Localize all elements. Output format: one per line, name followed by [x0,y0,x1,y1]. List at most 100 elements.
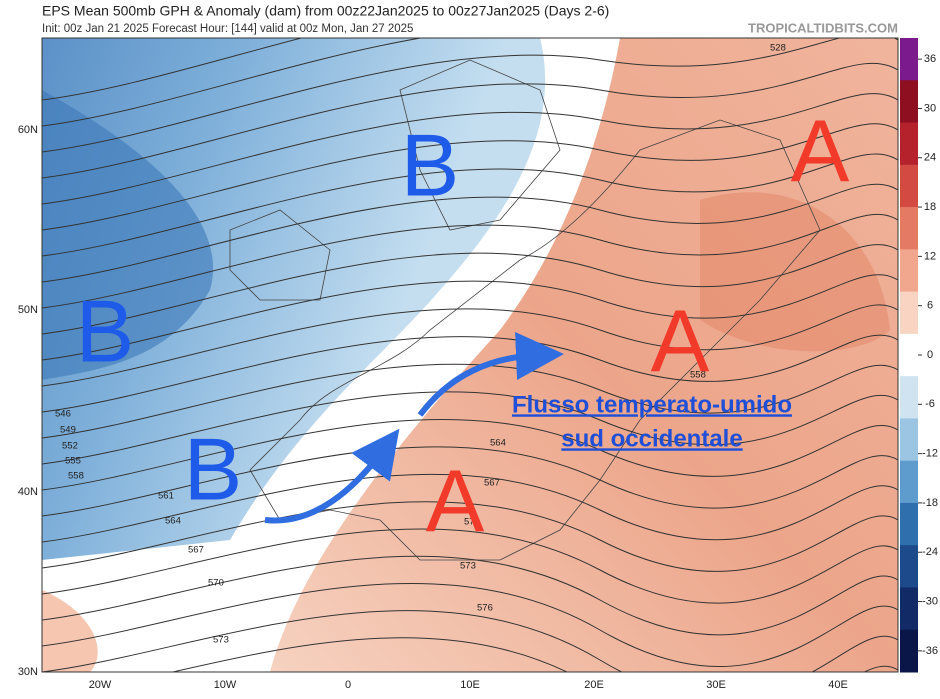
lon-label: 10E [460,679,480,691]
contour-line [42,38,898,153]
flow-arrow [264,428,400,524]
contour-label: 558 [690,370,706,381]
contour-line [42,244,898,335]
contour-label: 567 [188,545,204,556]
contour-label: 576 [477,603,493,614]
lat-label: 60N [18,124,38,136]
lat-label: 30N [18,666,38,678]
contour-line [42,38,424,127]
annotation: Flusso temperato-umido [512,391,792,418]
labels: 60N 50N 40N 30N 20W 10W 0 10E 20E 30E 40E 528 546 549… [18,38,938,691]
contour-line [42,304,898,387]
annotation: sud occidentale [561,425,742,452]
pressure-center: B [184,419,243,518]
land-outline [399,59,561,231]
colorbar-band [900,333,918,377]
colorbar-label: 6 [927,300,933,312]
pressure-center: A [651,291,710,390]
pressure-center: B [76,281,135,380]
contour-label: 570 [208,578,224,589]
colorbar-band [900,418,918,462]
colorbar-band [900,460,918,504]
colorbar-band [900,291,918,335]
pressure-center: A [426,451,485,550]
lat-label: 50N [18,304,38,316]
lon-label: 20E [584,679,604,691]
contour-label: 552 [62,441,78,452]
colorbar-label: -18 [922,497,938,509]
contour-line [42,528,898,604]
colorbar-band [900,122,918,166]
lat-label: 40N [18,486,38,498]
colorbar-band [900,587,918,631]
contour-line [42,583,898,667]
contour-line [42,183,898,283]
contour-label: 549 [60,425,76,436]
contour-label: 564 [165,516,181,527]
land-outline [229,209,331,301]
flow-arrow [417,331,564,417]
colorbar-band [900,38,918,81]
colorbar-label: -30 [922,595,938,607]
contour-label: 564 [490,438,506,449]
contour-line [42,363,898,439]
site-label: TROPICALTIDBITS.COM [748,20,898,35]
land-outline [249,119,821,561]
contour-label: 561 [158,491,174,502]
contours [42,38,898,672]
contour-line [42,213,898,309]
colorbar-label: -6 [925,398,935,410]
contour-line [42,418,898,491]
contour-line [42,334,898,413]
contour-line [42,391,898,465]
contour-label: 555 [65,456,81,467]
colorbar-label: 0 [927,349,933,361]
contour-line [42,123,898,231]
colorbar-band [900,249,918,293]
colorbar-label: 30 [924,102,936,114]
positive-core [700,192,890,352]
colorbar-label: 18 [924,201,936,213]
contour-line [42,153,898,257]
colorbar-band [900,629,918,673]
pressure-center: B [401,115,460,214]
contour-label: 570 [464,517,480,528]
contour-line [170,637,898,672]
contour-label: 558 [68,471,84,482]
positive-anomaly-sw [42,590,98,672]
colorbar-band [900,207,918,250]
lon-label: 20W [89,679,112,691]
lon-label: 10W [214,679,237,691]
colorbar-label: 24 [924,152,936,164]
title: EPS Mean 500mb GPH & Anomaly (dam) from … [42,3,609,19]
contour-line [42,555,898,636]
colorbar-band [900,164,918,208]
lon-label: 30E [706,679,726,691]
contour-line [42,446,898,517]
colorbar-band [900,376,918,419]
colorbar-label: -36 [922,645,938,657]
contour-line [42,62,898,179]
contour-label: 528 [770,43,786,54]
colorbar-band [900,80,918,124]
subtitle: Init: 00z Jan 21 2025 Forecast Hour: [14… [42,23,413,35]
contour-label: 573 [213,635,229,646]
pressure-center: A [791,101,850,200]
colorbar-band [900,502,918,546]
contour-line [42,610,898,672]
colorbar-label: -12 [922,448,938,460]
contour-line [42,93,898,205]
lon-label: 0 [345,679,351,691]
contour-line [42,274,898,361]
contour-label: 546 [55,409,71,420]
contour-line [42,501,898,572]
lon-label: 40E [828,679,848,691]
colorbar-label: -24 [922,546,938,558]
map-frame [41,37,899,673]
contour-label: 573 [460,561,476,572]
colorbar-label: 12 [924,250,936,262]
colorbar-label: 36 [924,53,936,65]
contour-line [42,473,898,543]
contour-label: 567 [484,478,500,489]
